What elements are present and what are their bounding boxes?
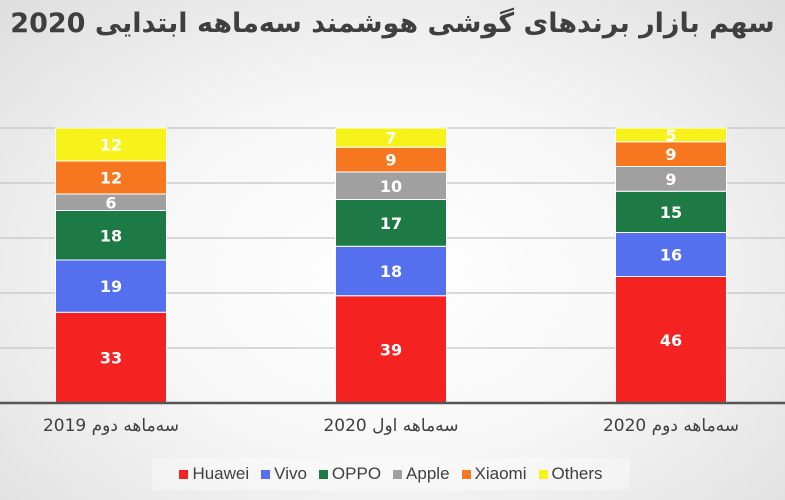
- category-label: سه‌ماهه دوم 2020: [602, 416, 740, 436]
- data-label: 18: [100, 226, 122, 245]
- legend-item-xiaomi: Xiaomi: [461, 464, 527, 484]
- bar-segment-apple: [335, 171, 447, 200]
- data-label: 46: [660, 331, 682, 350]
- data-label: 39: [380, 340, 402, 359]
- bar-segment-xiaomi: [55, 160, 167, 195]
- data-label: 10: [380, 177, 402, 196]
- legend-label: Apple: [406, 464, 450, 483]
- legend-swatch: [261, 469, 271, 479]
- data-label: 9: [665, 170, 676, 189]
- bar-segment-vivo: [335, 245, 447, 297]
- legend-swatch: [318, 469, 328, 479]
- data-label: 7: [385, 129, 396, 148]
- legend-label: Huawei: [192, 464, 250, 483]
- bar-segment-vivo: [615, 232, 727, 277]
- legend-label: OPPO: [331, 464, 382, 483]
- data-label: 16: [660, 246, 682, 265]
- data-label: 12: [100, 169, 122, 188]
- legend-item-vivo: Vivo: [261, 464, 307, 484]
- bar-segment-huawei: [335, 295, 447, 404]
- data-label: 33: [100, 349, 122, 368]
- legend-swatch: [538, 469, 548, 479]
- data-label: 6: [105, 193, 116, 212]
- data-label: 15: [660, 203, 682, 222]
- legend: Huawei Vivo OPPO Apple Xiaomi Others: [152, 458, 630, 490]
- legend-item-apple: Apple: [393, 464, 450, 484]
- bar-segment-oppo: [615, 190, 727, 233]
- bar-segment-huawei: [615, 276, 727, 404]
- legend-item-others: Others: [538, 464, 603, 484]
- data-label: 9: [385, 151, 396, 170]
- legend-swatch: [393, 469, 403, 479]
- bar-segment-xiaomi: [335, 146, 447, 173]
- data-label: 5: [665, 126, 676, 145]
- legend-label: Xiaomi: [474, 464, 527, 483]
- legend-label: Others: [551, 464, 603, 483]
- bar-segment-oppo: [55, 210, 167, 261]
- data-label: 19: [100, 277, 122, 296]
- bar-segment-others: [335, 127, 447, 148]
- bar-segment-vivo: [55, 259, 167, 313]
- chart-title: سهم بازار برندهای گوشی هوشمند سه‌ماهه اب…: [10, 8, 775, 39]
- data-label: 12: [100, 136, 122, 155]
- legend-item-oppo: OPPO: [318, 464, 382, 484]
- category-label: سه‌ماهه دوم 2019: [42, 416, 180, 436]
- data-label: 18: [380, 262, 402, 281]
- data-label: 9: [665, 145, 676, 164]
- legend-swatch: [461, 469, 471, 479]
- bar-segment-others: [55, 127, 167, 162]
- legend-swatch: [179, 469, 189, 479]
- category-label: سه‌ماهه اول 2020: [323, 416, 459, 436]
- bar-segment-huawei: [55, 311, 167, 404]
- bar-segment-others: [615, 127, 727, 143]
- legend-item-huawei: Huawei: [179, 464, 249, 484]
- legend-label: Vivo: [274, 464, 307, 483]
- data-label: 17: [380, 214, 402, 233]
